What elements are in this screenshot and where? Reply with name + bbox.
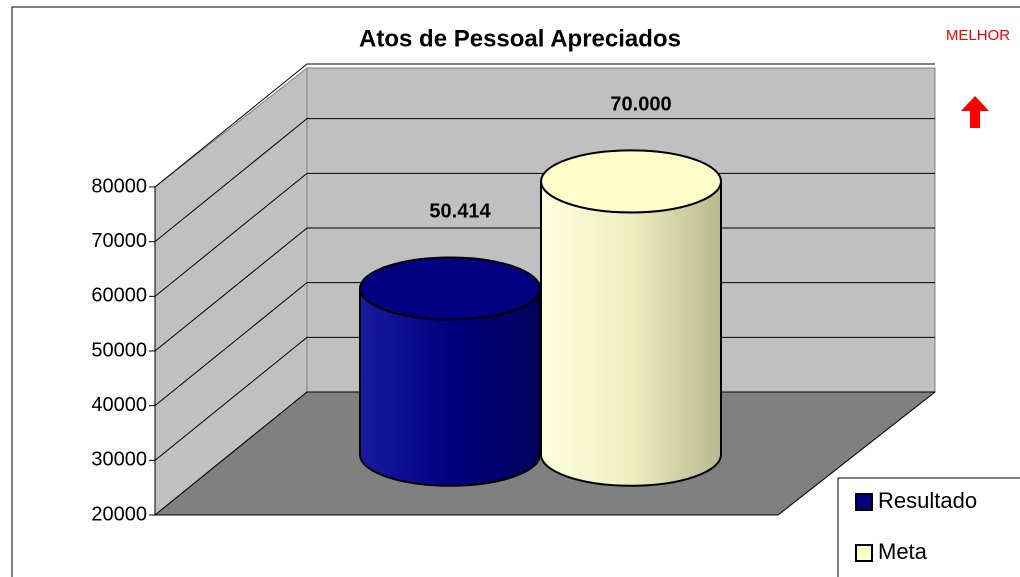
y-tick-label: 50000 (91, 339, 147, 361)
grid-line (154, 391, 935, 516)
grid: 20000 30000 40000 50000 60000 70000 80000 (91, 63, 935, 525)
legend-swatch (855, 544, 873, 562)
grid-line (154, 118, 935, 243)
data-label: 50.414 (429, 201, 491, 223)
legend-entries: Resultado Meta (855, 488, 977, 564)
legend-label: Meta (878, 539, 928, 564)
y-tick-label: 20000 (91, 503, 147, 525)
grid-line (154, 63, 935, 188)
grid-line (154, 227, 935, 352)
data-label: 70.000 (610, 94, 671, 116)
annotation: MELHOR (946, 27, 1010, 44)
grid-line (154, 172, 935, 297)
legend-swatch (855, 493, 873, 511)
y-tick-label: 60000 (91, 285, 147, 307)
y-tick-label: 70000 (91, 230, 147, 252)
y-tick-label: 30000 (91, 449, 147, 471)
grid-line (154, 336, 935, 461)
floor-edge (777, 391, 936, 516)
cylinder-top (540, 149, 722, 214)
legend-label: Resultado (878, 488, 977, 513)
chart-title: Atos de Pessoal Apreciados (359, 25, 681, 52)
grid-line (154, 282, 935, 407)
cylinder-body (540, 181, 722, 487)
marks: 50.414 70.000 (359, 94, 722, 487)
cylinder-top (359, 256, 541, 321)
arrow-icon (961, 96, 989, 128)
y-tick-label: 80000 (91, 175, 147, 197)
y-tick-label: 40000 (91, 394, 147, 416)
